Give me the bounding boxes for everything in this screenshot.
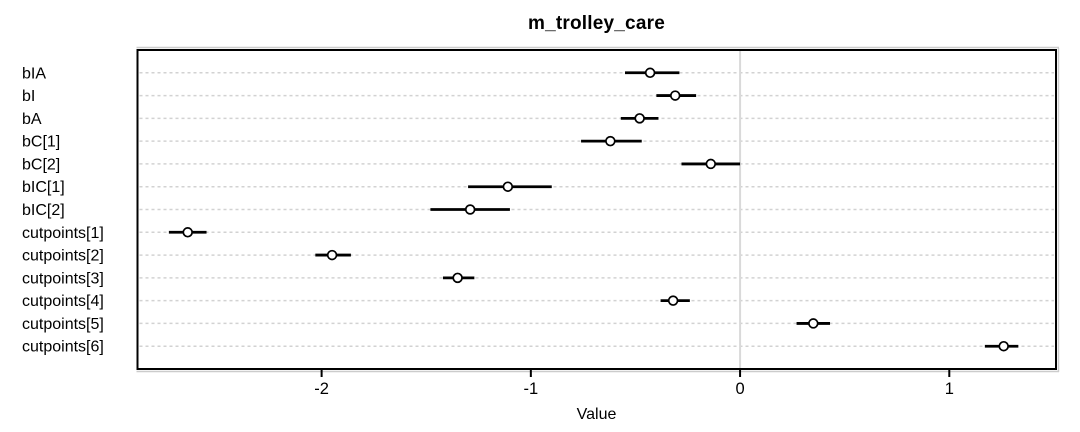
y-axis-label: cutpoints[2]	[22, 248, 104, 265]
point-marker	[464, 204, 476, 215]
y-axis-label: bC[1]	[22, 134, 60, 151]
y-axis-label: cutpoints[3]	[22, 270, 104, 287]
y-axis-label: cutpoints[4]	[22, 293, 104, 310]
point-marker	[669, 90, 681, 101]
point-marker	[502, 181, 514, 192]
plot-frame	[136, 49, 1057, 370]
y-axis-label: bI	[22, 88, 35, 105]
x-tick-label: -1	[524, 380, 539, 398]
point-marker	[452, 272, 463, 284]
x-tick-label: -2	[314, 380, 329, 398]
point-marker	[705, 158, 717, 170]
x-axis-title: Value	[576, 406, 617, 423]
point-marker	[644, 67, 656, 79]
y-axis-label: bIC[1]	[22, 179, 65, 196]
point-marker	[998, 340, 1009, 352]
x-tick-label: 0	[735, 380, 744, 398]
y-axis-label: bIA	[22, 65, 46, 82]
y-axis-label: cutpoints[5]	[22, 316, 104, 333]
point-marker	[605, 135, 616, 147]
chart-title: m_trolley_care	[528, 13, 665, 34]
point-marker	[634, 113, 645, 124]
point-marker	[182, 227, 193, 238]
point-marker	[326, 249, 338, 261]
y-axis-label: bA	[22, 111, 42, 128]
y-axis-label: bC[2]	[22, 156, 60, 173]
x-tick-label: 1	[945, 380, 954, 398]
point-marker	[667, 295, 679, 306]
y-axis-label: cutpoints[6]	[22, 339, 104, 356]
point-marker	[808, 318, 819, 329]
y-axis-label: bIC[2]	[22, 202, 65, 219]
y-axis-label: cutpoints[1]	[22, 225, 104, 242]
